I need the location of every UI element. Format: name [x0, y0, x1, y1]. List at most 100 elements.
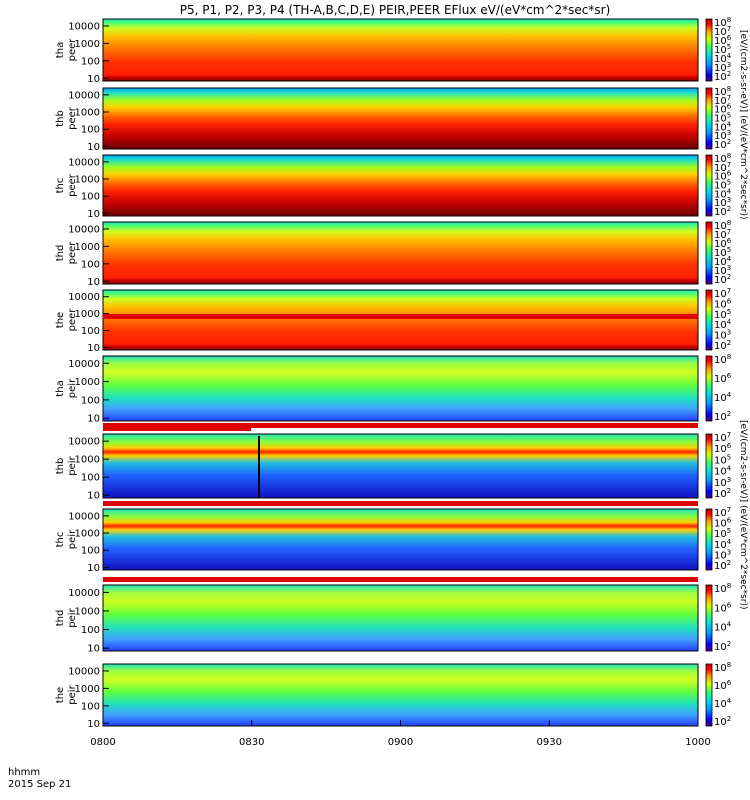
colorbar-tick-thb-peer-3: 105	[714, 112, 731, 125]
ytick-label-the-peer-0: 10	[87, 343, 100, 354]
colorbar-tick-thc-peir-4: 106	[714, 517, 732, 530]
xtick-label-4: 1000	[685, 737, 710, 748]
panel-label-product-thb-peer: peer	[67, 106, 78, 130]
ytick-label-thc-peer-0: 10	[87, 209, 100, 220]
colorbar-tick-tha-peer-2: 104	[714, 52, 732, 65]
colorbar-thc-peir	[705, 508, 713, 571]
panel-label-probe-tha-peir: tha	[55, 380, 66, 396]
colorbar-tick-thc-peer-4: 106	[714, 170, 732, 183]
spectrogram-thc-peir	[103, 509, 698, 570]
panel-label-probe-thb-peer: thb	[55, 110, 66, 127]
panel-label-probe-the-peir: the	[55, 687, 66, 703]
ytick-label-thb-peir-0: 10	[87, 491, 100, 502]
ytick-label-the-peer-2: 1000	[75, 309, 100, 320]
ytick-label-tha-peer-1: 100	[81, 56, 100, 67]
ytick-label-the-peir-3: 10000	[68, 666, 100, 677]
ytick-label-thd-peir-0: 10	[87, 644, 100, 655]
flag-bar-thc-peir	[103, 501, 698, 506]
spectrogram-tha-peir	[103, 356, 698, 421]
panel-label-probe-tha-peer: tha	[55, 42, 66, 58]
ytick-label-thb-peer-1: 100	[81, 125, 100, 136]
colorbar-tick-thb-peir-4: 106	[714, 442, 732, 455]
colorbar-tick-thd-peer-5: 107	[714, 228, 731, 241]
ytick-label-thb-peer-2: 1000	[75, 108, 100, 119]
colorbar-tick-tha-peir-1: 104	[714, 391, 732, 404]
colorbar-tick-thc-peer-2: 104	[714, 187, 732, 200]
ytick-label-thc-peer-3: 10000	[68, 157, 100, 168]
ytick-label-the-peir-1: 100	[81, 701, 100, 712]
colorbar-tha-peir	[705, 355, 713, 422]
colorbar-tick-thb-peir-0: 102	[714, 487, 731, 500]
colorbar-tick-thc-peer-6: 108	[714, 152, 731, 165]
colorbar-tick-thb-peir-2: 104	[714, 465, 732, 478]
colorbar-tick-thd-peer-3: 105	[714, 246, 731, 259]
colorbar-the-peir	[705, 663, 713, 727]
colorbar-tick-thb-peer-5: 107	[714, 94, 731, 107]
colorbar-tick-thb-peer-4: 106	[714, 103, 732, 116]
colorbar-tick-tha-peer-3: 105	[714, 43, 731, 56]
ytick-label-the-peir-0: 10	[87, 719, 100, 730]
ytick-label-tha-peir-1: 100	[81, 395, 100, 406]
colorbar-thd-peir	[705, 584, 713, 652]
panel-label-product-thd-peir: peir	[67, 607, 78, 627]
colorbar-tick-thb-peer-2: 104	[714, 120, 732, 133]
ytick-label-the-peer-1: 100	[81, 326, 100, 337]
ytick-label-thb-peer-3: 10000	[68, 90, 100, 101]
ytick-label-the-peir-2: 1000	[75, 684, 100, 695]
panel-frame-thd-peir	[102, 584, 699, 652]
colorbar-thb-peir	[705, 433, 713, 499]
panel-label-probe-thd-peir: thd	[55, 610, 66, 627]
date-label: 2015 Sep 21	[8, 779, 71, 790]
ytick-label-thc-peir-0: 10	[87, 563, 100, 574]
colorbar-thc-peer	[705, 154, 713, 217]
panel-label-product-thc-peir: peir	[67, 529, 78, 549]
colorbar-tick-thc-peir-2: 104	[714, 538, 732, 551]
ytick-label-thd-peir-1: 100	[81, 625, 100, 636]
ytick-label-tha-peer-2: 1000	[75, 39, 100, 50]
spectrogram-the-peer	[103, 290, 698, 350]
colorbar-tick-thd-peer-0: 102	[714, 273, 731, 286]
spectrogram-thb-peer	[103, 88, 698, 149]
ytick-label-tha-peer-0: 10	[87, 74, 100, 85]
ytick-label-thd-peer-0: 10	[87, 277, 100, 288]
time-label: hhmm	[8, 767, 40, 778]
flag-bar-thd-peir	[103, 577, 698, 582]
spectrogram-tha-peer	[103, 19, 698, 81]
colorbar-tick-thd-peer-6: 108	[714, 219, 731, 232]
spectrogram-thc-peer	[103, 155, 698, 216]
colorbar-tick-thc-peir-1: 103	[714, 548, 731, 561]
panel-frame-tha-peir	[102, 355, 699, 422]
colorbar-tick-thc-peir-3: 105	[714, 527, 731, 540]
colorbar-tick-thc-peir-0: 102	[714, 559, 731, 572]
flag-bar-thb-peir	[103, 426, 251, 431]
ytick-label-thc-peer-2: 1000	[75, 175, 100, 186]
panel-label-probe-thd-peer: thd	[55, 245, 66, 262]
flag-bar-the-peer	[103, 314, 698, 319]
ytick-label-thd-peir-2: 1000	[75, 606, 100, 617]
colorbar-tick-tha-peer-5: 107	[714, 25, 731, 38]
colorbar-tick-the-peir-2: 106	[714, 679, 732, 692]
panel-frame-the-peer	[102, 289, 699, 351]
ytick-label-tha-peir-3: 10000	[68, 359, 100, 370]
colorbar-tha-peer	[705, 18, 713, 82]
xtick-label-3: 0930	[537, 737, 562, 748]
panel-label-probe-thc-peer: thc	[55, 178, 66, 194]
ytick-label-tha-peer-3: 10000	[68, 21, 100, 32]
colorbar-tick-thb-peer-0: 102	[714, 138, 731, 151]
ytick-label-thb-peir-3: 10000	[68, 437, 100, 448]
panel-label-product-thd-peer: peer	[67, 241, 78, 265]
ytick-label-tha-peir-0: 10	[87, 414, 100, 425]
flag-bar-tha-peir	[103, 423, 698, 428]
panel-frame-tha-peer	[102, 18, 699, 82]
spectrogram-thd-peir	[103, 585, 698, 651]
ytick-label-thc-peir-3: 10000	[68, 511, 100, 522]
